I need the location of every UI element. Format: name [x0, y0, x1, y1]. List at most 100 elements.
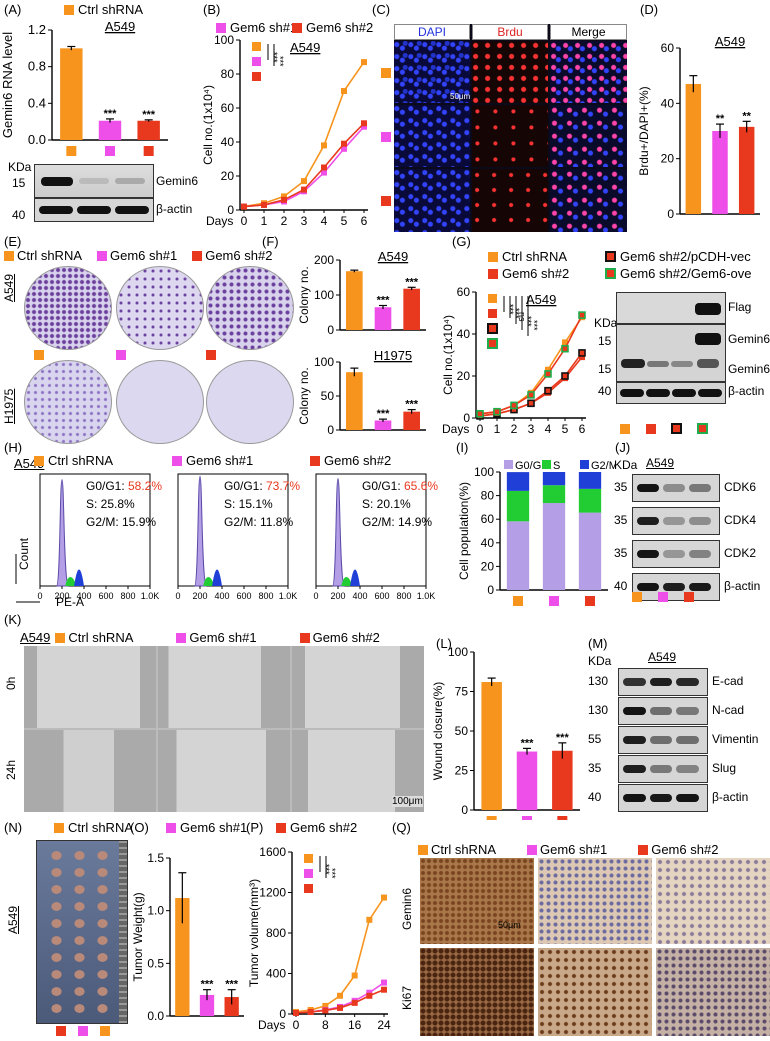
y-tick-label: 100: [474, 465, 494, 479]
x-tick-label: 600: [374, 591, 389, 601]
x-tick-label: 4: [545, 422, 552, 436]
legend-label: Ctrl shRNA: [17, 248, 83, 263]
legend-q: Ctrl shRNA Gem6 sh#1 Gem6 sh#2: [418, 842, 718, 857]
blot-strip: [618, 784, 708, 812]
s-text: S: 20.1%: [362, 497, 411, 511]
brdu-row1: [472, 41, 548, 103]
chart-title: A549: [290, 40, 320, 55]
data-point-ctrl: [337, 992, 343, 999]
x-tick-label: 8: [322, 1018, 329, 1032]
significance-label: ***: [529, 320, 539, 331]
y-tick-label: 0: [461, 803, 468, 817]
blot-j: KDa A549 35 CDK6 35 CDK4 35 CDK2 40 β-actin: [612, 456, 770, 612]
data-point-ctrl: [361, 59, 367, 66]
x-axis-label: Days: [258, 1018, 285, 1032]
data-point-ove: [578, 311, 586, 319]
legend-marker-sh2: [252, 72, 261, 81]
wound-0h-sh1: [158, 646, 290, 728]
blot-band: [676, 794, 699, 802]
y-axis-label: Tumor volume(mm³): [247, 879, 261, 987]
panel-label-n: (N): [4, 820, 23, 835]
header-dapi: DAPI: [394, 24, 470, 40]
blot-band: [623, 765, 646, 773]
y-tick-label: 0.0: [147, 1009, 164, 1023]
g1-value: 58.2%: [128, 479, 162, 493]
band-label: Slug: [712, 761, 737, 775]
significance-label: ***: [275, 56, 285, 67]
bar: [738, 126, 755, 214]
band-label-actin: β-actin: [156, 202, 193, 216]
data-point-sh2: [307, 1008, 314, 1015]
legend-label: Gem6 sh#2: [205, 248, 273, 263]
marker-55: 55: [588, 732, 602, 746]
blot-m: KDa A549 130 E-cad 130 N-cad 55 Vimentin 35 Slu…: [586, 650, 770, 820]
blot-strip-actin: [34, 198, 154, 222]
chart-title: H1975: [374, 350, 412, 363]
kda-label: KDa: [594, 316, 618, 330]
bar: [712, 131, 728, 214]
sample-marker: [172, 456, 182, 466]
legend-label: Gem6 sh#2: [306, 20, 374, 35]
y-axis-label: Colony no.: [297, 266, 311, 323]
blot-band: [676, 736, 699, 744]
blot-band: [663, 550, 685, 558]
band-label-actin: β-actin: [728, 384, 765, 398]
x-tick-label: 800: [120, 591, 135, 601]
panel-label-j: (J): [615, 440, 631, 455]
data-point-sh2: [322, 1007, 329, 1014]
y-tick-label: 50: [455, 724, 469, 738]
bar: [224, 997, 239, 1016]
y-tick-label: 0: [463, 411, 470, 425]
data-point-sh1: [381, 979, 387, 986]
cell-line-label-a549: A549: [2, 273, 16, 302]
header-brdu: Brdu: [472, 24, 548, 40]
significance-label: ***: [201, 979, 215, 991]
blot-band: [689, 583, 711, 591]
panel-label-o: (O): [130, 820, 149, 835]
marker-35: 35: [588, 761, 602, 775]
scale-bar-label: 50μm: [498, 920, 521, 930]
x-tick-label: 0: [175, 591, 180, 601]
blot-band: [623, 794, 646, 802]
legend-sh2-b: Gem6 sh#2: [292, 20, 373, 35]
y-tick-label: 1200: [259, 886, 286, 900]
band-label: Vimentin: [712, 732, 759, 746]
blot-band: [649, 736, 673, 744]
legend-k: A549 Ctrl shRNA Gem6 sh#1 Gem6 sh#2: [20, 630, 380, 645]
legend-label: Gem6 sh#2: [651, 842, 719, 857]
x-tick-label: 600: [236, 591, 251, 601]
dapi-row2: [394, 105, 470, 167]
legend-label: Gem6 sh#2: [502, 266, 570, 281]
data-point-vec: [578, 349, 586, 357]
y-tick-label: 40: [481, 536, 495, 550]
marker-130: 130: [588, 703, 609, 717]
x-tick-label: 800: [396, 591, 411, 601]
legend-ctrl-a: Ctrl shRNA: [64, 2, 143, 17]
bar: [481, 682, 502, 810]
panel-label-c: (C): [372, 2, 391, 17]
legend-label: Gem6 sh#1: [110, 248, 178, 263]
s-phase-area: [341, 577, 353, 586]
x-tick-label: 1: [494, 422, 501, 436]
panel-label-p: (P): [246, 820, 264, 835]
marker-ctrl-e: [34, 350, 44, 360]
bar: [685, 83, 702, 214]
ihc-ki67-sh1: [538, 948, 652, 1036]
panel-label-m: (M): [588, 636, 608, 651]
sample-marker: [34, 456, 44, 466]
data-point-ctrl: [281, 193, 287, 200]
bar: [403, 411, 420, 430]
lane-marker-sh2-g: [646, 424, 656, 434]
g1-value: 73.7%: [266, 479, 300, 493]
significance-label: ***: [104, 108, 118, 120]
g1-text-prefix: G0/G1:: [224, 479, 263, 493]
stack-segment: [542, 485, 566, 504]
legend-g-vec: Gem6 sh#2/pCDH-vec: [605, 249, 751, 264]
lane-marker-ctrl-j: [632, 592, 642, 602]
swatch-sh1: [176, 632, 187, 643]
y-tick-label: 100: [314, 288, 334, 302]
g2-text: G2/M: 11.8%: [224, 515, 293, 529]
chart-o: 0.0 0.5 1.0 1.5 Tumor Weight(g) *** ***: [131, 851, 244, 1023]
bar: [346, 271, 363, 330]
